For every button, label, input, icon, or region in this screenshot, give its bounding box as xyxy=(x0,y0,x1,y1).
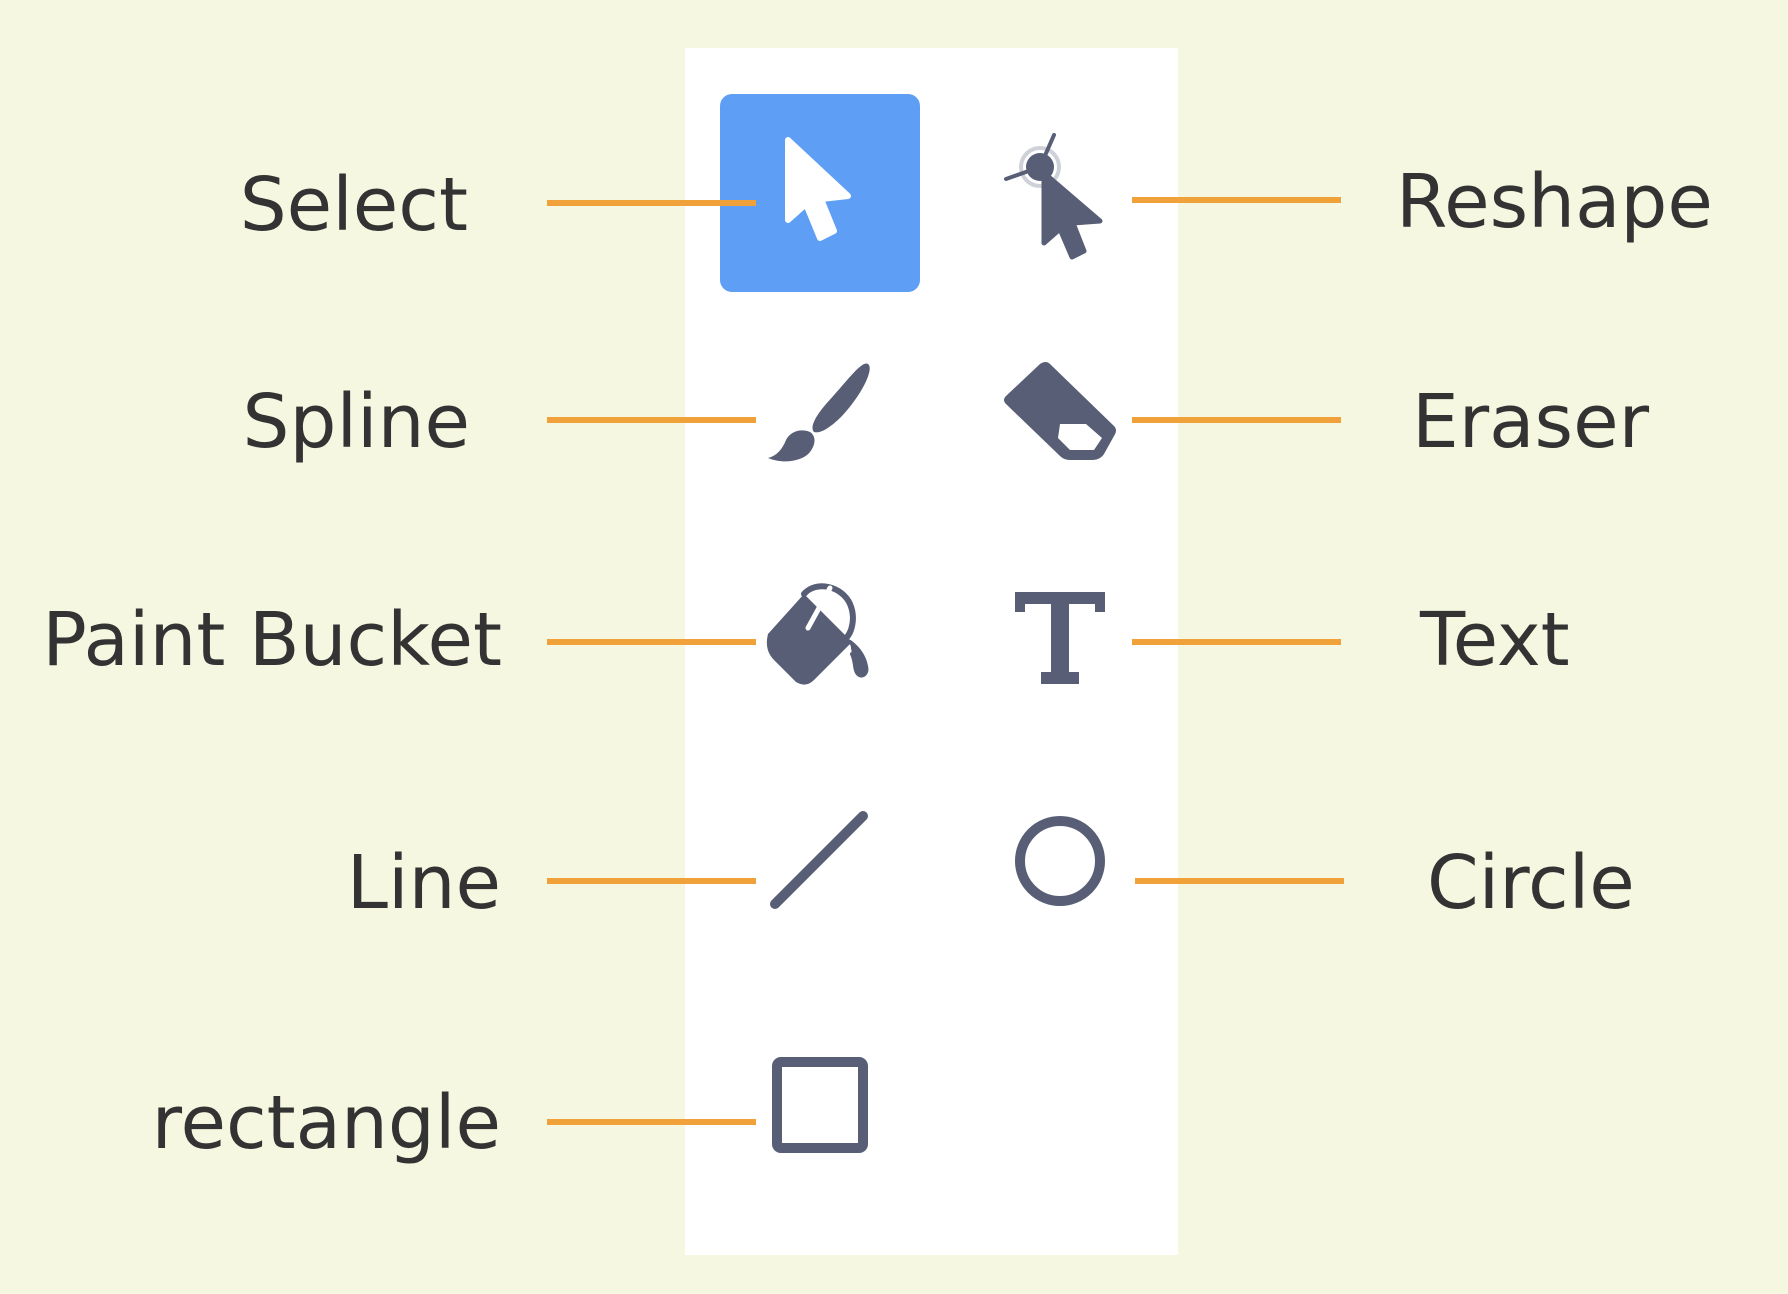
rectangle-tool-button[interactable] xyxy=(720,1006,920,1204)
arrow-pointer-icon xyxy=(785,137,851,241)
connector-circle xyxy=(1135,878,1344,884)
eraser-label: Eraser xyxy=(1412,379,1650,465)
connector-text xyxy=(1132,639,1341,645)
connector-paint-bucket xyxy=(547,639,756,645)
text-tool-button[interactable] xyxy=(960,538,1160,736)
connector-line xyxy=(547,878,756,884)
rectangle-label: rectangle xyxy=(151,1080,501,1166)
connector-eraser xyxy=(1132,417,1341,423)
paint-bucket-label: Paint Bucket xyxy=(42,597,502,683)
eraser-tool-button[interactable] xyxy=(960,314,1160,512)
circle-label: Circle xyxy=(1427,840,1635,926)
connector-rectangle xyxy=(547,1119,756,1125)
spline-label: Spline xyxy=(242,379,471,465)
paint-bucket-icon xyxy=(766,583,869,685)
eraser-icon xyxy=(1004,362,1116,460)
connector-spline xyxy=(547,417,756,423)
brush-icon xyxy=(768,363,870,462)
square-icon xyxy=(772,1057,868,1153)
paint-bucket-tool-button[interactable] xyxy=(720,538,920,736)
line-label: Line xyxy=(346,840,501,926)
connector-reshape xyxy=(1132,197,1341,203)
reshape-icon xyxy=(1004,133,1103,260)
select-label: Select xyxy=(239,162,468,248)
line-icon xyxy=(770,811,868,909)
line-tool-button[interactable] xyxy=(720,762,920,960)
spline-tool-button[interactable] xyxy=(720,314,920,512)
connector-select xyxy=(547,200,756,206)
reshape-label: Reshape xyxy=(1396,159,1713,245)
paint-toolbar xyxy=(685,48,1178,1255)
text-t-icon xyxy=(1015,592,1105,684)
circle-icon xyxy=(1015,816,1105,906)
circle-tool-button[interactable] xyxy=(960,762,1160,960)
select-tool-button[interactable] xyxy=(720,94,920,292)
text-label: Text xyxy=(1420,597,1570,683)
reshape-tool-button[interactable] xyxy=(960,94,1160,292)
